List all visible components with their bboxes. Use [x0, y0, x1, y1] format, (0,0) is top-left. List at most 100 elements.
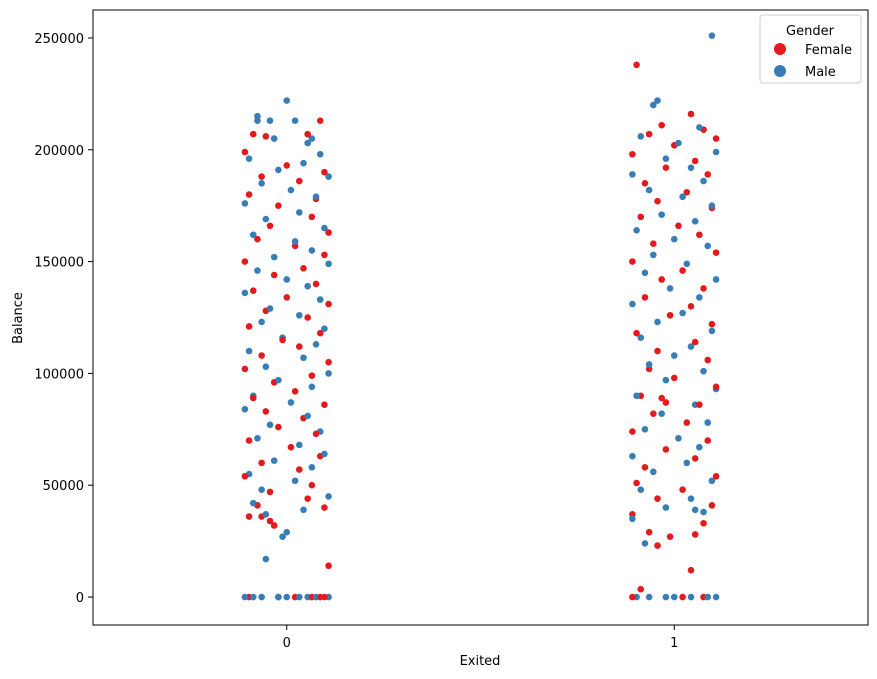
data-point-female: [245, 191, 253, 198]
y-axis: 0 50000 100000 150000 200000 250000: [34, 32, 93, 606]
x-tick-label: 1: [670, 636, 678, 651]
data-point-female: [308, 372, 316, 379]
data-point-female: [691, 531, 699, 538]
data-point-female: [304, 130, 311, 138]
data-point-female: [645, 528, 653, 536]
data-point-male: [670, 593, 678, 601]
data-point-male: [283, 97, 291, 104]
y-tick-label: 200000: [34, 144, 84, 159]
data-point-male: [258, 318, 265, 326]
data-point-female: [650, 410, 657, 417]
data-point-female: [704, 171, 712, 178]
data-point-female: [679, 267, 686, 274]
data-point-male: [275, 376, 282, 384]
data-point-male: [691, 218, 699, 225]
data-point-male: [308, 464, 316, 471]
data-point-male: [283, 593, 291, 601]
data-point-male: [654, 97, 661, 104]
data-point-female: [316, 117, 324, 124]
data-point-male: [266, 421, 274, 429]
data-point-male: [629, 452, 636, 460]
data-point-female: [700, 519, 707, 527]
data-point-female: [629, 258, 636, 265]
data-point-male: [241, 593, 249, 601]
data-point-male: [296, 311, 303, 319]
data-point-male: [262, 511, 270, 518]
data-point-male: [708, 477, 716, 485]
data-point-male: [629, 171, 636, 178]
legend: Gender Female Male: [759, 14, 862, 84]
data-point-male: [708, 32, 716, 40]
data-point-male: [296, 593, 303, 601]
data-point-female: [279, 336, 286, 344]
data-point-male: [304, 282, 311, 290]
data-point-female: [683, 188, 691, 196]
legend-title: Gender: [786, 24, 835, 39]
data-point-female: [666, 533, 674, 540]
data-point-male: [708, 327, 716, 335]
data-point-female: [321, 593, 328, 601]
data-point-female: [658, 276, 665, 283]
data-point-female: [708, 502, 716, 509]
data-point-female: [687, 303, 695, 310]
data-point-female: [266, 517, 274, 525]
data-point-female: [316, 329, 324, 337]
data-point-female: [708, 320, 716, 328]
data-point-male: [283, 276, 291, 283]
data-point-female: [679, 593, 686, 601]
data-point-male: [321, 224, 328, 232]
data-point-female: [325, 562, 332, 570]
data-point-female: [300, 265, 307, 272]
data-point-female: [675, 222, 682, 230]
data-point-female: [662, 164, 670, 171]
data-point-female: [666, 311, 674, 319]
data-point-male: [270, 457, 278, 464]
data-point-male: [700, 367, 707, 375]
data-point-female: [662, 446, 670, 453]
data-point-female: [296, 466, 303, 473]
data-point-female: [312, 430, 320, 438]
x-axis-label: Exited: [460, 654, 501, 669]
data-point-female: [691, 455, 699, 462]
data-point-female: [654, 542, 661, 549]
data-point-male: [300, 506, 307, 514]
data-point-female: [249, 130, 257, 138]
data-point-female: [291, 388, 299, 395]
data-point-female: [641, 180, 649, 187]
data-point-male: [254, 112, 261, 120]
data-point-male: [304, 139, 311, 147]
data-point-female: [245, 437, 253, 444]
x-tick-label: 0: [283, 636, 291, 651]
data-point-female: [283, 162, 291, 169]
data-point-female: [275, 423, 282, 431]
data-point-female: [687, 566, 695, 574]
data-point-female: [696, 401, 703, 409]
y-axis-label: Balance: [11, 292, 26, 344]
data-point-male: [291, 117, 299, 124]
data-point-male: [658, 211, 665, 218]
data-point-male: [254, 434, 261, 442]
axes-frame: [92, 9, 869, 626]
data-point-male: [641, 540, 649, 547]
data-point-female: [712, 472, 720, 480]
data-point-male: [645, 186, 653, 194]
data-point-female: [641, 294, 649, 301]
data-point-female: [262, 133, 270, 140]
data-point-female: [270, 271, 278, 279]
data-point-female: [258, 352, 265, 359]
data-point-female: [633, 61, 640, 69]
data-point-male: [637, 334, 645, 341]
data-point-female: [275, 202, 282, 209]
data-point-male: [266, 305, 274, 312]
data-point-female: [321, 401, 328, 409]
data-point-male: [687, 593, 695, 601]
data-point-male: [321, 325, 328, 332]
data-point-female: [650, 240, 657, 247]
data-point-male: [241, 289, 249, 297]
data-point-male: [262, 555, 270, 563]
data-point-female: [712, 249, 720, 256]
data-point-male: [254, 267, 261, 274]
data-point-male: [666, 285, 674, 292]
data-point-female: [266, 488, 274, 496]
data-point-male: [687, 343, 695, 350]
